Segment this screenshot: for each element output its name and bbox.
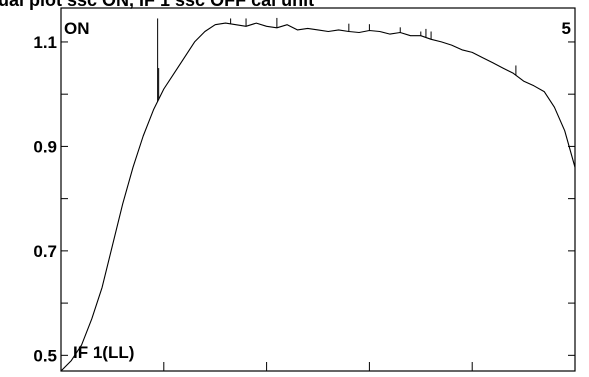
series-line-0 [60,22,576,372]
y-tick-label-0: 1.1 [33,33,57,52]
x-axis-ticks [163,362,576,371]
y-tick-label-3: 0.5 [33,346,57,365]
y-axis-ticks [61,41,575,356]
y-tick-label-2: 0.7 [33,242,57,261]
data-series [60,17,576,372]
label-if: IF 1(LL) [73,343,134,362]
label-channel: 5 [562,19,571,38]
clipped-title: ual plot ssc ON, IF 1 ssc OFF cal unit [0,0,314,10]
plot-frame [60,7,576,372]
y-axis-labels: 1.1 0.9 0.7 0.5 [33,33,57,365]
label-on: ON [64,19,90,38]
y-tick-label-1: 0.9 [33,137,57,156]
